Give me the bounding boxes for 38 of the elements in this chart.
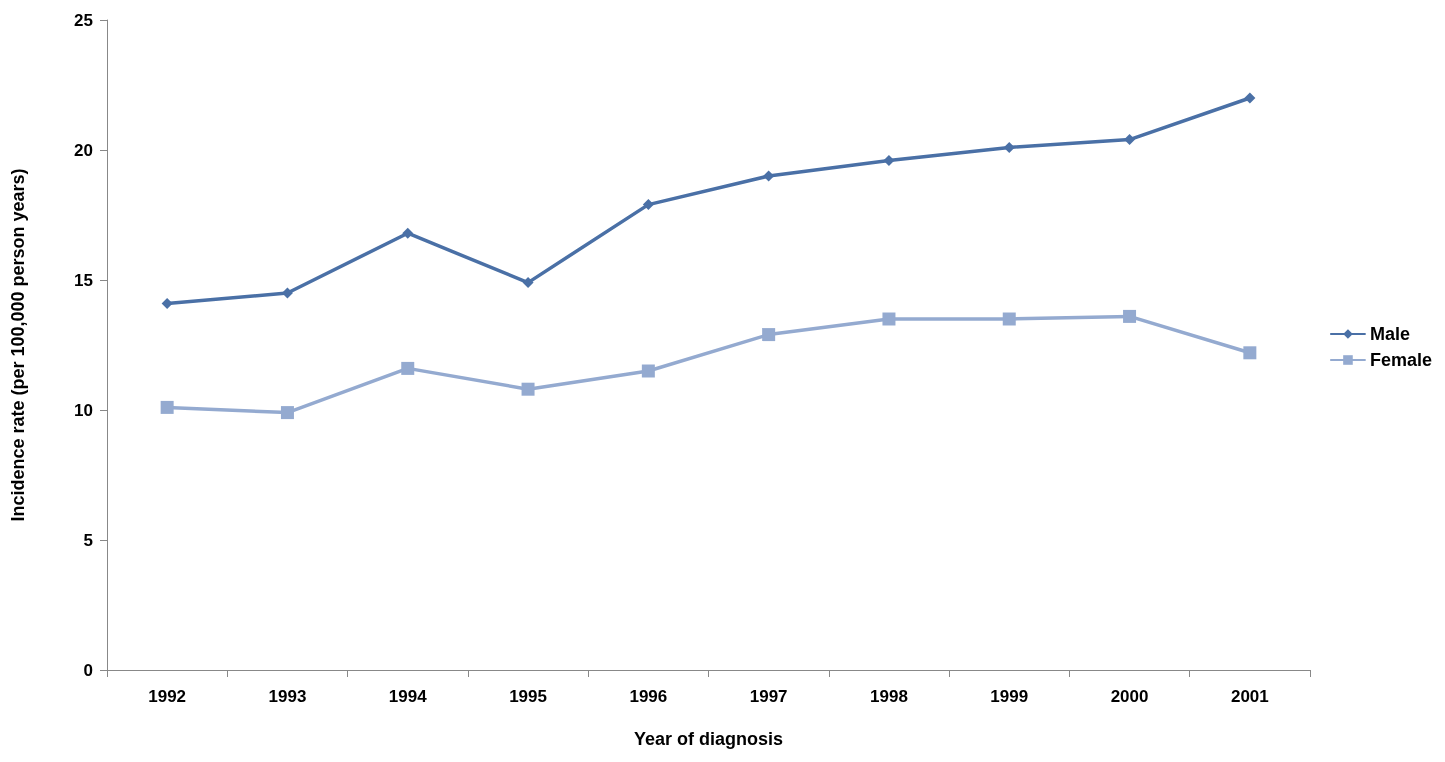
point <box>1243 346 1257 360</box>
point <box>883 154 895 166</box>
point <box>1002 312 1016 326</box>
point <box>280 406 294 420</box>
y-tick-label: 0 <box>83 660 93 680</box>
x-tick-label: 1993 <box>268 687 307 706</box>
y-axis-title: Incidence rate (per 100,000 person years) <box>8 168 28 522</box>
x-tick-label: 1999 <box>990 687 1029 706</box>
point <box>161 297 173 309</box>
x-tick-label: 1994 <box>388 687 428 706</box>
x-tick-label: 1998 <box>870 687 908 706</box>
point <box>1123 309 1137 323</box>
y-tick-label: 5 <box>83 530 93 550</box>
legend-label: Female <box>1369 350 1433 370</box>
point <box>1244 92 1256 104</box>
point <box>522 277 534 289</box>
point <box>762 328 776 342</box>
y-tick-label: 25 <box>74 10 93 30</box>
point <box>401 361 415 375</box>
x-axis-title: Year of diagnosis <box>633 729 784 749</box>
x-tick-label: 1996 <box>629 687 668 706</box>
point <box>641 364 655 378</box>
point <box>402 227 414 239</box>
x-tick-label: 1995 <box>509 687 547 706</box>
point <box>1124 134 1136 146</box>
point <box>882 312 896 326</box>
y-tick-label: 15 <box>74 270 93 290</box>
y-tick-label: 10 <box>74 400 93 420</box>
y-tick-label: 20 <box>74 140 93 160</box>
point <box>1003 141 1015 153</box>
point <box>521 382 535 396</box>
point <box>160 400 174 414</box>
x-tick-label: 1997 <box>749 687 788 706</box>
legend-label: Male <box>1369 324 1410 344</box>
x-tick-label: 1992 <box>148 687 187 706</box>
x-tick-label: 2000 <box>1110 687 1149 706</box>
x-tick-label: 2001 <box>1230 687 1269 706</box>
point <box>642 199 654 211</box>
